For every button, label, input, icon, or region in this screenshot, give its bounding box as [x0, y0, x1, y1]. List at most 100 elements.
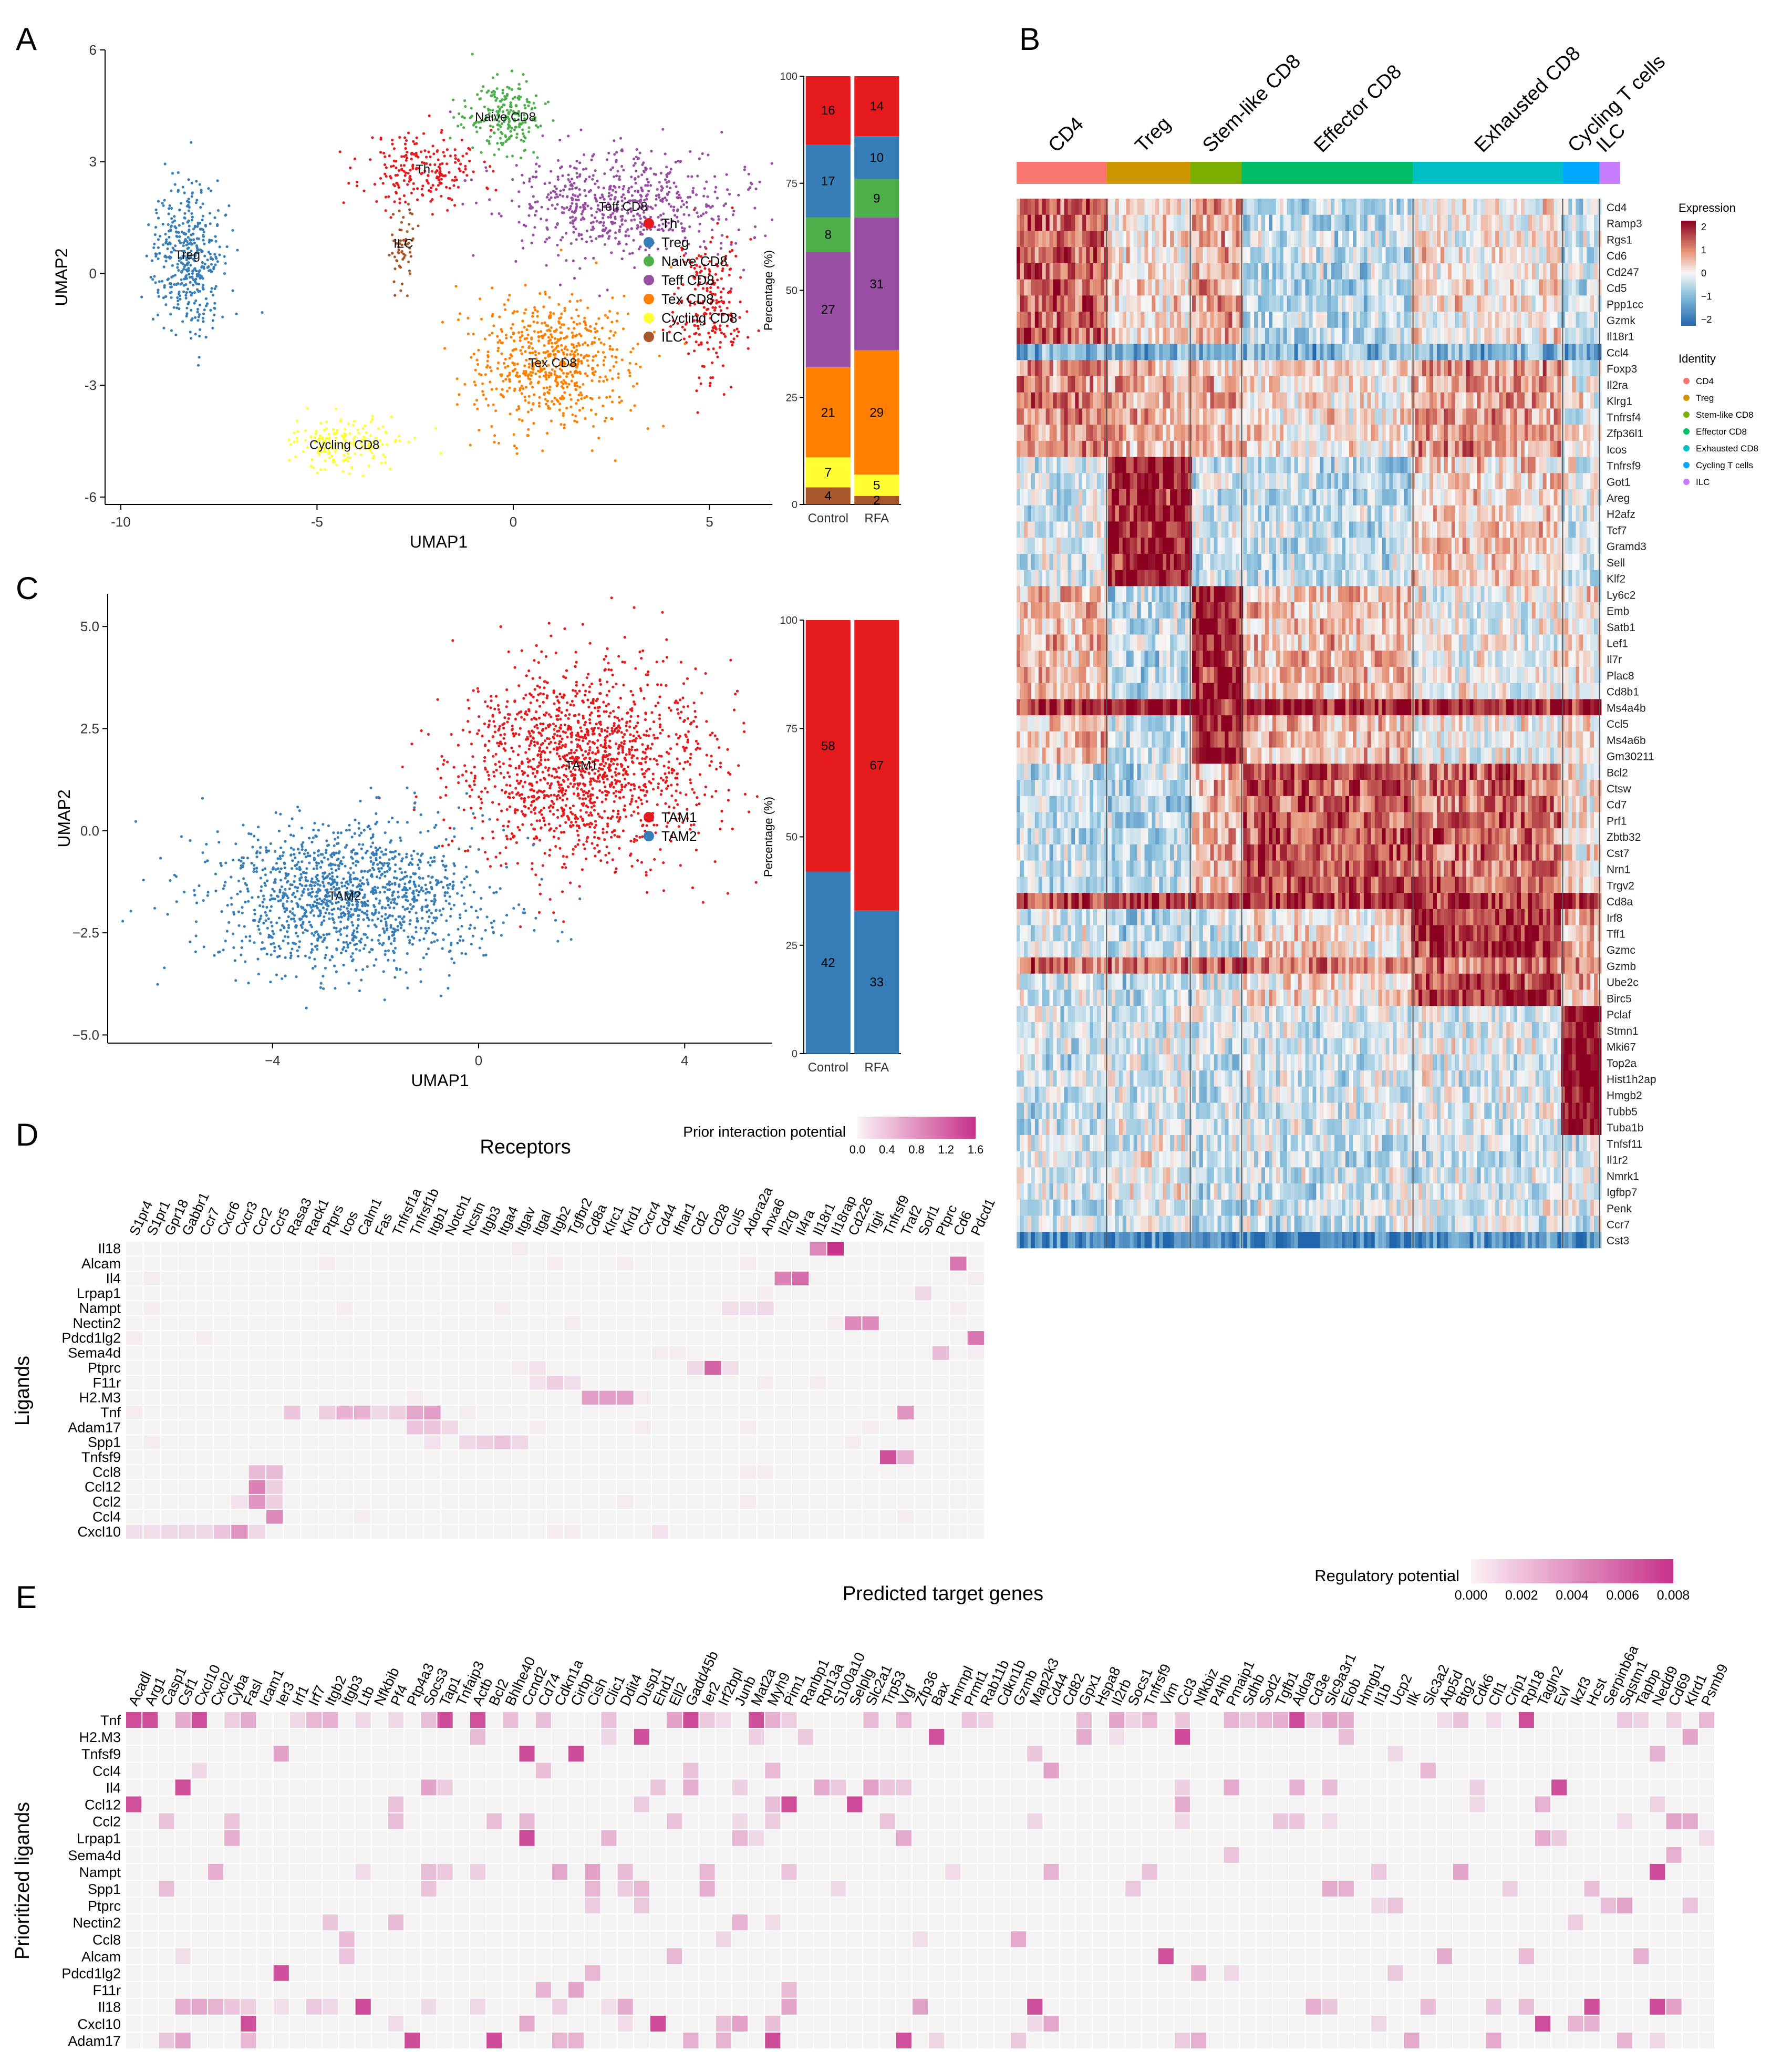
point [578, 897, 582, 900]
point [379, 151, 382, 154]
point [560, 831, 563, 834]
point [439, 452, 442, 455]
point [640, 657, 643, 660]
point [593, 336, 596, 339]
point [645, 755, 648, 759]
point [404, 200, 407, 204]
point [605, 774, 608, 777]
point [606, 778, 609, 781]
point [734, 242, 738, 245]
point [692, 701, 696, 705]
point [454, 285, 458, 288]
point [639, 225, 643, 228]
point [584, 167, 587, 170]
point [489, 380, 492, 384]
point [370, 418, 374, 421]
point [514, 717, 517, 720]
point [270, 894, 273, 897]
point [527, 395, 531, 398]
legend-label: Teff CD8 [661, 272, 714, 288]
point [540, 205, 543, 209]
point [459, 169, 462, 172]
point [577, 393, 581, 397]
point [577, 833, 580, 837]
point [325, 427, 328, 430]
point [573, 751, 576, 754]
point [301, 848, 304, 851]
point [696, 742, 700, 745]
point [626, 711, 629, 714]
point [507, 87, 511, 90]
point [562, 397, 565, 400]
point [720, 130, 723, 134]
point [630, 745, 634, 748]
point [389, 165, 393, 168]
point [628, 725, 631, 728]
point [662, 889, 666, 892]
point [202, 312, 205, 315]
point [187, 303, 190, 306]
point [665, 166, 668, 169]
y-tick-label: 5.0 [80, 619, 99, 634]
point [533, 837, 536, 840]
point [221, 315, 224, 318]
point [403, 254, 407, 257]
point [421, 184, 424, 188]
point [536, 754, 540, 757]
point [323, 872, 326, 875]
point [678, 735, 681, 738]
point [571, 187, 574, 190]
point [565, 754, 568, 757]
point [441, 321, 444, 324]
point [558, 824, 562, 827]
point [145, 254, 148, 257]
point [661, 659, 665, 663]
point [203, 254, 206, 257]
point [161, 201, 164, 205]
point [208, 269, 211, 272]
point [453, 835, 456, 838]
point [350, 466, 354, 469]
point [523, 771, 526, 774]
point [594, 354, 597, 357]
point [616, 716, 619, 719]
cluster-points [661, 196, 760, 414]
point [702, 306, 706, 309]
point [481, 820, 484, 823]
point [683, 760, 687, 764]
point [535, 162, 538, 166]
point [619, 215, 623, 218]
point [406, 821, 409, 824]
point [171, 264, 174, 267]
point [336, 831, 339, 834]
point [652, 823, 656, 827]
point [241, 911, 244, 914]
point [595, 699, 598, 703]
point [547, 713, 551, 716]
point [380, 461, 384, 465]
point [458, 312, 462, 315]
point [231, 229, 234, 232]
point [575, 692, 579, 695]
point [548, 848, 552, 851]
point [346, 943, 349, 946]
point [430, 900, 433, 903]
point [525, 386, 528, 389]
point [513, 128, 516, 131]
point [555, 714, 558, 718]
point [608, 765, 611, 768]
point [395, 191, 398, 194]
point [511, 323, 514, 326]
point [603, 710, 606, 713]
point [509, 101, 512, 104]
point [375, 875, 379, 879]
point [406, 294, 409, 297]
point [195, 901, 199, 904]
point [154, 208, 158, 211]
y-tick-label: −2.5 [72, 925, 99, 941]
point [730, 315, 733, 318]
point [597, 337, 601, 341]
point [392, 906, 396, 910]
point [509, 837, 512, 841]
point [170, 329, 173, 332]
